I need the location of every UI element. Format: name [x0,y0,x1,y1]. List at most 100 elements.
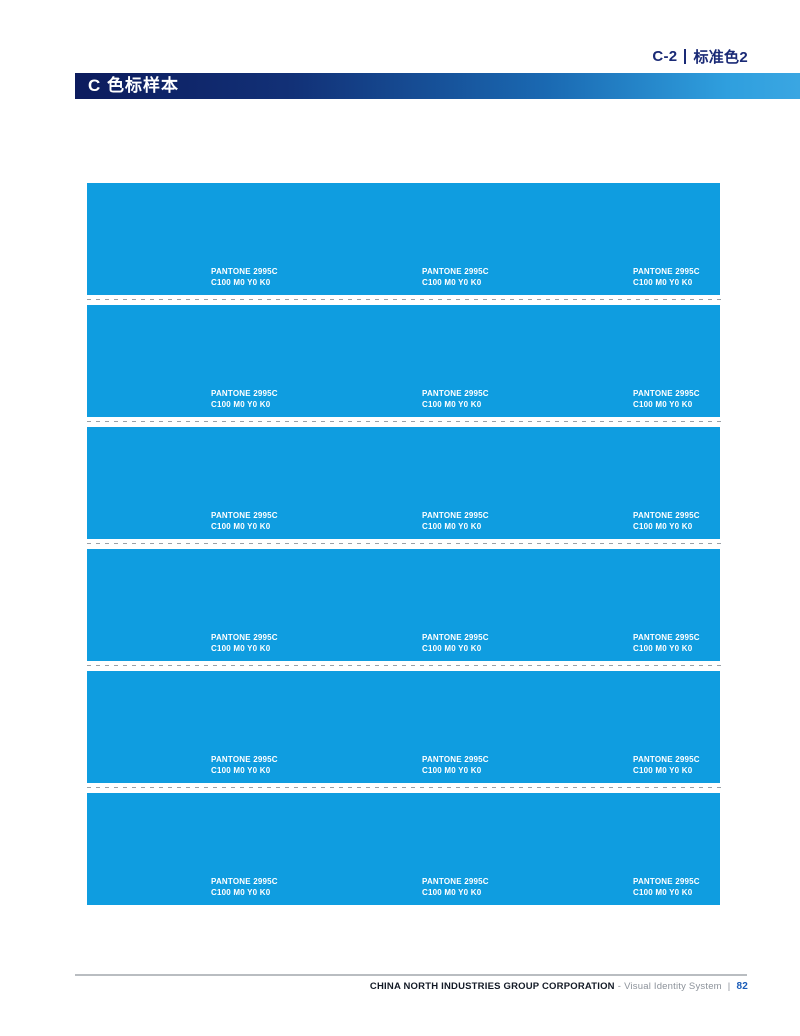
cut-line-horizontal [87,665,722,666]
section-divider [684,48,687,64]
swatch-cmyk-value: C100 M0 Y0 K0 [422,888,482,897]
swatch-label: PANTONE 2995C C100 M0 Y0 K0 [633,388,700,410]
swatch-label: PANTONE 2995C C100 M0 Y0 K0 [211,266,278,288]
swatch-label: PANTONE 2995C C100 M0 Y0 K0 [422,388,489,410]
color-swatch: PANTONE 2995C C100 M0 Y0 K0 [509,183,720,295]
swatch-cmyk-value: C100 M0 Y0 K0 [422,400,482,409]
swatch-cmyk-value: C100 M0 Y0 K0 [211,278,271,287]
color-swatch: PANTONE 2995C C100 M0 Y0 K0 [298,183,509,295]
swatch-pantone-name: PANTONE 2995C [422,511,489,520]
swatch-pantone-name: PANTONE 2995C [422,633,489,642]
row-gap [87,417,722,427]
swatch-pantone-name: PANTONE 2995C [633,755,700,764]
cut-line-horizontal [87,787,722,788]
swatch-pantone-name: PANTONE 2995C [633,511,700,520]
swatch-cmyk-value: C100 M0 Y0 K0 [211,766,271,775]
page-number: 82 [736,981,748,992]
swatch-row: PANTONE 2995C C100 M0 Y0 K0 PANTONE 2995C C… [87,305,720,417]
swatch-row: PANTONE 2995C C100 M0 Y0 K0 PANTONE 2995C C… [87,793,720,905]
color-swatch: PANTONE 2995C C100 M0 Y0 K0 [87,671,298,783]
swatch-pantone-name: PANTONE 2995C [211,877,278,886]
section-title: 标准色2 [693,48,748,66]
color-swatch: PANTONE 2995C C100 M0 Y0 K0 [87,183,298,295]
color-swatch: PANTONE 2995C C100 M0 Y0 K0 [298,671,509,783]
swatch-label: PANTONE 2995C C100 M0 Y0 K0 [633,510,700,532]
swatch-cmyk-value: C100 M0 Y0 K0 [633,644,693,653]
title-bar: C 色标样本 [75,73,800,99]
swatch-label: PANTONE 2995C C100 M0 Y0 K0 [211,876,278,898]
page-title: C 色标样本 [88,76,179,95]
footer-company: CHINA NORTH INDUSTRIES GROUP CORPORATION [369,981,615,992]
swatch-pantone-name: PANTONE 2995C [422,877,489,886]
swatch-pantone-name: PANTONE 2995C [211,389,278,398]
swatch-cmyk-value: C100 M0 Y0 K0 [633,278,693,287]
swatch-pantone-name: PANTONE 2995C [422,389,489,398]
color-swatch: PANTONE 2995C C100 M0 Y0 K0 [87,305,298,417]
swatch-row: PANTONE 2995C C100 M0 Y0 K0 PANTONE 2995C C… [87,427,720,539]
swatch-label: PANTONE 2995C C100 M0 Y0 K0 [211,510,278,532]
cut-line-horizontal [87,421,722,422]
row-gap [87,295,722,305]
section-label: C-2 标准色2 [652,46,748,66]
swatch-pantone-name: PANTONE 2995C [633,389,700,398]
swatch-label: PANTONE 2995C C100 M0 Y0 K0 [211,754,278,776]
color-swatch: PANTONE 2995C C100 M0 Y0 K0 [87,427,298,539]
color-swatch: PANTONE 2995C C100 M0 Y0 K0 [509,671,720,783]
row-gap [87,539,722,549]
swatch-cmyk-value: C100 M0 Y0 K0 [422,766,482,775]
swatch-cmyk-value: C100 M0 Y0 K0 [633,888,693,897]
swatch-pantone-name: PANTONE 2995C [422,755,489,764]
swatch-label: PANTONE 2995C C100 M0 Y0 K0 [422,266,489,288]
swatch-grid: PANTONE 2995C C100 M0 Y0 K0 PANTONE 2995C C… [87,183,722,905]
swatch-pantone-name: PANTONE 2995C [211,267,278,276]
swatch-pantone-name: PANTONE 2995C [422,267,489,276]
swatch-label: PANTONE 2995C C100 M0 Y0 K0 [633,876,700,898]
color-swatch: PANTONE 2995C C100 M0 Y0 K0 [509,427,720,539]
swatch-label: PANTONE 2995C C100 M0 Y0 K0 [422,510,489,532]
swatch-label: PANTONE 2995C C100 M0 Y0 K0 [211,388,278,410]
color-swatch: PANTONE 2995C C100 M0 Y0 K0 [87,549,298,661]
swatch-cmyk-value: C100 M0 Y0 K0 [211,400,271,409]
swatch-cmyk-value: C100 M0 Y0 K0 [633,400,693,409]
footer-separator: - [617,981,622,992]
color-swatch: PANTONE 2995C C100 M0 Y0 K0 [298,793,509,905]
swatch-row: PANTONE 2995C C100 M0 Y0 K0 PANTONE 2995C C… [87,183,720,295]
cut-line-horizontal [87,543,722,544]
swatch-pantone-name: PANTONE 2995C [633,633,700,642]
color-swatch: PANTONE 2995C C100 M0 Y0 K0 [509,793,720,905]
swatch-cmyk-value: C100 M0 Y0 K0 [633,522,693,531]
swatch-pantone-name: PANTONE 2995C [211,755,278,764]
footer: CHINA NORTH INDUSTRIES GROUP CORPORATION… [370,981,748,992]
swatch-cmyk-value: C100 M0 Y0 K0 [633,766,693,775]
swatch-cmyk-value: C100 M0 Y0 K0 [422,278,482,287]
color-swatch: PANTONE 2995C C100 M0 Y0 K0 [509,305,720,417]
swatch-label: PANTONE 2995C C100 M0 Y0 K0 [633,266,700,288]
swatch-pantone-name: PANTONE 2995C [211,633,278,642]
color-swatch: PANTONE 2995C C100 M0 Y0 K0 [509,549,720,661]
swatch-pantone-name: PANTONE 2995C [211,511,278,520]
footer-system-name: Visual Identity System [624,981,722,992]
swatch-cmyk-value: C100 M0 Y0 K0 [422,522,482,531]
cut-line-horizontal [87,299,722,300]
row-gap [87,661,722,671]
swatch-row: PANTONE 2995C C100 M0 Y0 K0 PANTONE 2995C C… [87,671,720,783]
color-swatch: PANTONE 2995C C100 M0 Y0 K0 [87,793,298,905]
swatch-label: PANTONE 2995C C100 M0 Y0 K0 [422,632,489,654]
swatch-pantone-name: PANTONE 2995C [633,267,700,276]
color-swatch: PANTONE 2995C C100 M0 Y0 K0 [298,549,509,661]
footer-rule [75,974,747,976]
swatch-cmyk-value: C100 M0 Y0 K0 [211,644,271,653]
row-gap [87,783,722,793]
swatch-pantone-name: PANTONE 2995C [633,877,700,886]
swatch-label: PANTONE 2995C C100 M0 Y0 K0 [211,632,278,654]
footer-divider: | [727,981,731,992]
swatch-cmyk-value: C100 M0 Y0 K0 [422,644,482,653]
swatch-label: PANTONE 2995C C100 M0 Y0 K0 [422,876,489,898]
swatch-label: PANTONE 2995C C100 M0 Y0 K0 [633,754,700,776]
swatch-cmyk-value: C100 M0 Y0 K0 [211,888,271,897]
swatch-label: PANTONE 2995C C100 M0 Y0 K0 [633,632,700,654]
swatch-row: PANTONE 2995C C100 M0 Y0 K0 PANTONE 2995C C… [87,549,720,661]
color-swatch: PANTONE 2995C C100 M0 Y0 K0 [298,305,509,417]
swatch-cmyk-value: C100 M0 Y0 K0 [211,522,271,531]
